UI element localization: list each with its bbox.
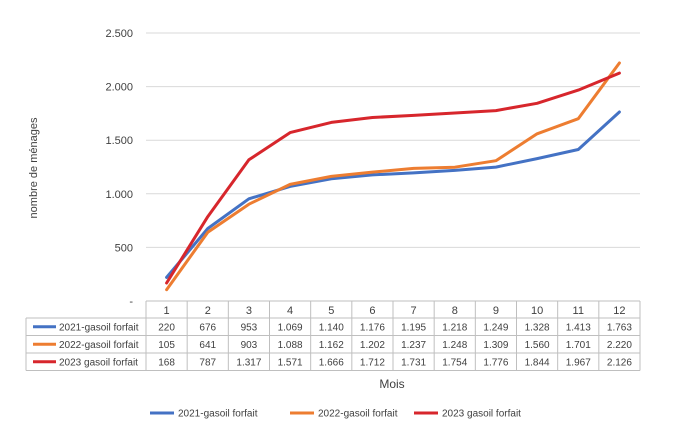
- legend-label: 2023 gasoil forfait: [442, 409, 521, 420]
- data-label: 2.220: [607, 340, 632, 351]
- data-label: 1.666: [319, 357, 344, 368]
- x-tick-label: 4: [287, 305, 293, 317]
- series-line-1: [165, 110, 621, 279]
- data-label: 1.069: [278, 322, 303, 333]
- series-line-3: [165, 71, 621, 285]
- legend-label: 2022-gasoil forfait: [318, 409, 398, 420]
- data-label: 1.712: [360, 357, 385, 368]
- y-tick-label: 2.500: [105, 28, 133, 40]
- data-label: 2.126: [607, 357, 632, 368]
- data-label: 1.162: [319, 340, 344, 351]
- data-label: 1.560: [525, 340, 550, 351]
- series-line-2: [165, 61, 621, 292]
- data-label: 220: [158, 322, 175, 333]
- gridlines: [146, 32, 640, 248]
- data-label: 787: [199, 357, 216, 368]
- data-label: 1.088: [278, 340, 303, 351]
- data-label: 1.202: [360, 340, 385, 351]
- x-axis-label: Mois: [379, 377, 404, 391]
- y-axis: - 500 1.000 1.500 2.000 2.500: [105, 28, 133, 308]
- data-label: 1.237: [401, 340, 426, 351]
- x-tick-label: 6: [369, 305, 375, 317]
- table-row-label: 2022-gasoil forfait: [59, 340, 139, 351]
- data-label: 1.249: [483, 322, 508, 333]
- y-tick-label: 500: [115, 242, 133, 254]
- series-lines: [165, 61, 621, 292]
- data-label: 1.413: [566, 322, 591, 333]
- data-label: 1.195: [401, 322, 426, 333]
- y-axis-label: nombre de ménages: [28, 117, 40, 218]
- data-label: 1.731: [401, 357, 426, 368]
- data-label: 1.328: [525, 322, 550, 333]
- data-label: 105: [158, 340, 175, 351]
- y-tick-label: 1.500: [105, 135, 133, 147]
- table-row-label: 2023 gasoil forfait: [59, 357, 138, 368]
- data-label: 903: [241, 340, 258, 351]
- data-label: 1.967: [566, 357, 591, 368]
- data-label: 1.701: [566, 340, 591, 351]
- x-tick-label: 10: [531, 305, 543, 317]
- x-tick-label: 1: [164, 305, 170, 317]
- data-label: 1.176: [360, 322, 385, 333]
- data-label: 1.754: [442, 357, 467, 368]
- x-tick-label: 3: [246, 305, 252, 317]
- data-label: 1.248: [442, 340, 467, 351]
- x-tick-label: 11: [573, 305, 584, 317]
- x-tick-label: 7: [411, 305, 417, 317]
- legend-label: 2021-gasoil forfait: [178, 409, 258, 420]
- data-label: 641: [199, 340, 216, 351]
- data-label: 1.140: [319, 322, 344, 333]
- y-tick-label: -: [129, 296, 133, 308]
- data-label: 1.763: [607, 322, 632, 333]
- data-label: 1.844: [525, 357, 550, 368]
- x-tick-label: 5: [328, 305, 334, 317]
- x-tick-label: 9: [493, 305, 499, 317]
- table-row-label: 2021-gasoil forfait: [59, 322, 139, 333]
- y-tick-label: 2.000: [105, 82, 133, 94]
- x-tick-label: 12: [613, 305, 625, 317]
- data-label: 168: [158, 357, 175, 368]
- data-label: 1.317: [236, 357, 261, 368]
- data-label: 676: [199, 322, 216, 333]
- x-tick-label: 8: [452, 305, 458, 317]
- legend: 2021-gasoil forfait 2022-gasoil forfait 20…: [150, 409, 521, 420]
- x-tick-label: 2: [205, 305, 211, 317]
- y-tick-label: 1.000: [105, 189, 133, 201]
- data-label: 1.218: [442, 322, 467, 333]
- data-label: 1.571: [278, 357, 303, 368]
- data-label: 1.309: [483, 340, 508, 351]
- data-label: 1.776: [483, 357, 508, 368]
- data-label: 953: [241, 322, 258, 333]
